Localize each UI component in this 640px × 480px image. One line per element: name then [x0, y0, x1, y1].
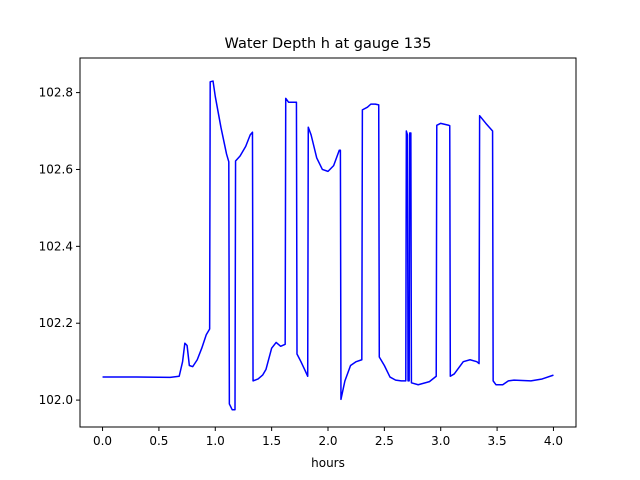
- y-tick-label: 102.0: [39, 393, 73, 407]
- series-line-group: [102, 80, 554, 411]
- x-axis-ticks: 0.0 0.5 1.0 1.5 2.0 2.5 3.0 3.5 4.0: [93, 427, 563, 448]
- x-axis-label: hours: [311, 456, 345, 470]
- x-tick-label: 0.5: [149, 434, 168, 448]
- x-tick-label: 3.5: [488, 434, 507, 448]
- x-tick-label: 3.0: [431, 434, 450, 448]
- x-tick-label: 2.5: [375, 434, 394, 448]
- y-axis-ticks: 102.0 102.2 102.4 102.6 102.8: [39, 86, 80, 407]
- x-tick-label: 0.0: [93, 434, 112, 448]
- x-tick-label: 4.0: [544, 434, 563, 448]
- y-tick-label: 102.2: [39, 316, 73, 330]
- y-tick-label: 102.8: [39, 86, 73, 100]
- x-tick-label: 2.0: [318, 434, 337, 448]
- series-line-0: [102, 80, 554, 411]
- y-tick-label: 102.6: [39, 162, 73, 176]
- x-tick-label: 1.5: [262, 434, 281, 448]
- x-tick-label: 1.0: [206, 434, 225, 448]
- chart-title: Water Depth h at gauge 135: [225, 36, 432, 52]
- y-tick-label: 102.4: [39, 239, 73, 253]
